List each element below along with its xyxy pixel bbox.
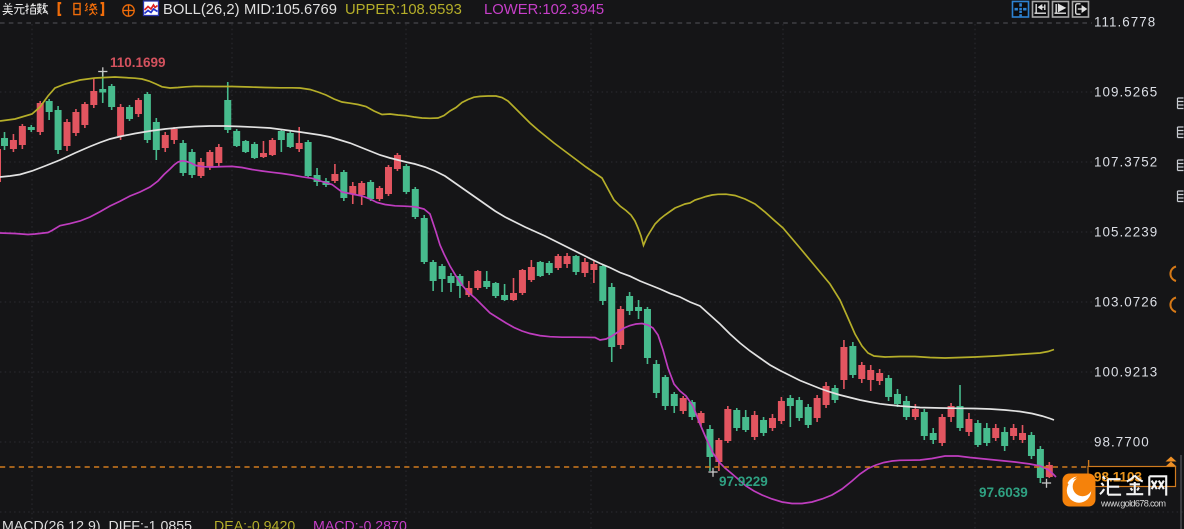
svg-text:97.6039: 97.6039 <box>979 485 1028 500</box>
svg-text:107.3752: 107.3752 <box>1094 155 1158 170</box>
svg-text:103.0726: 103.0726 <box>1094 295 1158 310</box>
svg-text:DEA:-0.9420: DEA:-0.9420 <box>214 519 295 529</box>
svg-text:LOWER:102.3945: LOWER:102.3945 <box>484 2 604 18</box>
svg-text:MACD(26,12,9) DIFF:-1.0855: MACD(26,12,9) DIFF:-1.0855 <box>2 519 192 529</box>
svg-text:100.9213: 100.9213 <box>1094 365 1158 380</box>
svg-text:105.2239: 105.2239 <box>1094 225 1158 240</box>
svg-text:110.1699: 110.1699 <box>110 55 166 70</box>
svg-text:www.gold678.com: www.gold678.com <box>1100 499 1166 509</box>
svg-text:98.7700: 98.7700 <box>1094 435 1150 450</box>
svg-text:MID:105.6769: MID:105.6769 <box>244 2 337 18</box>
svg-text:111.6778: 111.6778 <box>1094 15 1156 30</box>
svg-text:109.5265: 109.5265 <box>1094 85 1158 100</box>
svg-text:BOLL(26,2): BOLL(26,2) <box>163 2 240 18</box>
svg-text:MACD:-0.2870: MACD:-0.2870 <box>313 519 407 529</box>
svg-text:UPPER:108.9593: UPPER:108.9593 <box>345 2 462 18</box>
svg-text:97.9229: 97.9229 <box>719 474 768 489</box>
